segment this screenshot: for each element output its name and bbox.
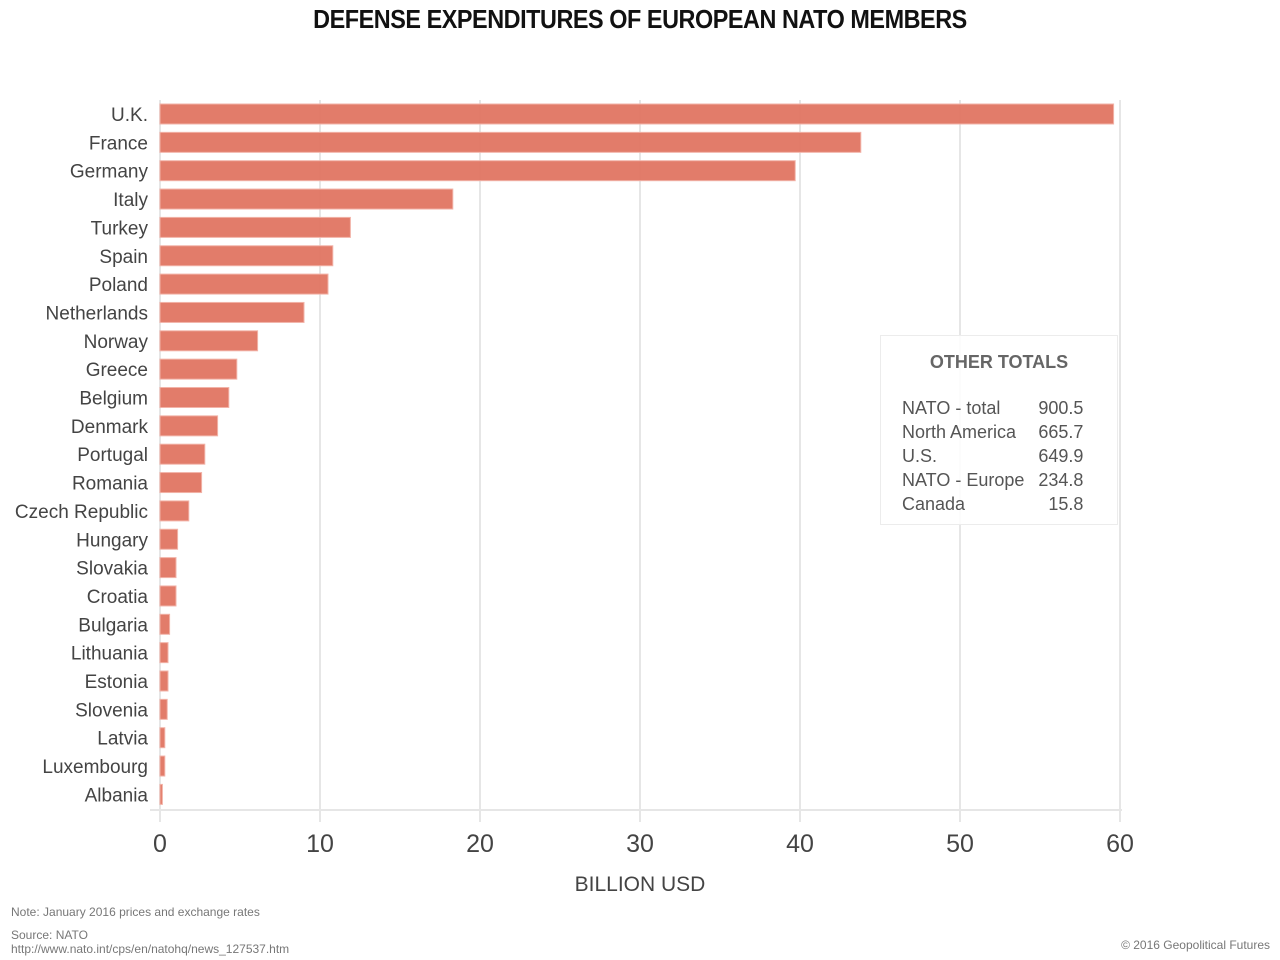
bar [159, 415, 219, 437]
totals-label: NATO - Europe [902, 470, 1025, 490]
category-label: Denmark [71, 417, 149, 438]
category-label: Croatia [87, 587, 149, 608]
bar [159, 103, 1115, 125]
bar [159, 160, 796, 182]
bar [159, 330, 259, 352]
x-tick-label: 50 [946, 830, 974, 858]
x-tick-label: 40 [786, 830, 814, 858]
totals-label: NATO - total [902, 398, 1001, 418]
copyright: © 2016 Geopolitical Futures [1121, 938, 1270, 952]
other-totals-title: OTHER TOTALS [929, 352, 1069, 372]
category-label: Hungary [76, 530, 148, 551]
x-tick-label: 20 [466, 830, 494, 858]
bar [159, 245, 334, 267]
bar [159, 216, 351, 238]
x-tick-label: 60 [1106, 830, 1134, 858]
totals-label: North America [902, 422, 1017, 442]
totals-value: 234.8 [1038, 470, 1084, 490]
category-label: Bulgaria [78, 615, 148, 636]
source-url: http://www.nato.int/cps/en/natohq/news_1… [11, 942, 290, 956]
totals-row: Canada 15.8 [902, 492, 1083, 516]
bar [159, 387, 230, 408]
category-label: U.K. [111, 105, 148, 126]
category-label: Lithuania [71, 644, 149, 665]
footnote: Note: January 2016 prices and exchange r… [11, 905, 260, 919]
bar [159, 188, 454, 210]
totals-value: 15.8 [1048, 494, 1084, 514]
bar [159, 613, 171, 635]
totals-row: U.S. 649.9 [902, 444, 1083, 468]
category-label: France [89, 133, 148, 154]
category-label: Belgium [79, 389, 148, 410]
bar [159, 585, 177, 607]
category-label: Poland [89, 275, 148, 296]
bar [159, 528, 179, 550]
category-label: Slovakia [76, 559, 148, 580]
bar [159, 557, 177, 579]
other-totals-box: OTHER TOTALS NATO - total 900.5 North Amer… [880, 335, 1118, 525]
category-label: Romania [72, 474, 148, 495]
totals-row: NATO - Europe 234.8 [902, 468, 1083, 492]
bar [159, 273, 329, 295]
bar [159, 301, 305, 323]
category-label: Norway [84, 332, 149, 353]
bar [159, 727, 166, 749]
category-label: Italy [113, 190, 148, 211]
bar [159, 472, 203, 494]
x-tick-label: 0 [153, 830, 167, 858]
totals-value: 649.9 [1038, 446, 1084, 466]
category-label: Czech Republic [15, 502, 148, 523]
bar [159, 500, 190, 522]
category-label: Netherlands [46, 303, 148, 324]
bar [159, 443, 206, 465]
category-label: Turkey [91, 218, 149, 239]
category-label: Latvia [97, 729, 148, 750]
bars [159, 103, 1115, 805]
x-tick-labels: 0 10 20 30 40 50 60 [153, 830, 1134, 858]
category-label: Portugal [77, 445, 148, 466]
x-tick-label: 10 [306, 830, 334, 858]
totals-label: U.S. [902, 446, 938, 466]
category-label: Greece [86, 360, 148, 381]
category-label: Slovenia [75, 700, 148, 721]
category-label: Germany [70, 162, 149, 183]
totals-value: 665.7 [1038, 422, 1084, 442]
chart-title: DEFENSE EXPENDITURES OF EUROPEAN NATO ME… [313, 4, 967, 34]
category-labels: U.K. France Germany Italy Turkey Spain Poland N… [15, 105, 149, 806]
totals-label: Canada [902, 494, 966, 514]
totals-value: 900.5 [1038, 398, 1084, 418]
totals-row: NATO - total 900.5 [902, 396, 1083, 420]
category-label: Spain [99, 247, 148, 268]
bar [159, 698, 168, 720]
bar [159, 358, 238, 380]
category-label: Albania [85, 785, 149, 806]
x-tick-label: 30 [626, 830, 654, 858]
bar [159, 131, 862, 153]
other-totals-table: NATO - total 900.5 North America 665.7 U.S. 6… [902, 396, 1083, 516]
totals-row: North America 665.7 [902, 420, 1083, 444]
bar [159, 755, 166, 777]
x-axis-title: BILLION USD [575, 873, 706, 896]
bar [159, 783, 163, 805]
source-label: Source: NATO [11, 928, 88, 942]
bar [159, 670, 169, 692]
category-label: Luxembourg [42, 757, 148, 778]
category-label: Estonia [85, 672, 149, 693]
bar [159, 642, 169, 664]
